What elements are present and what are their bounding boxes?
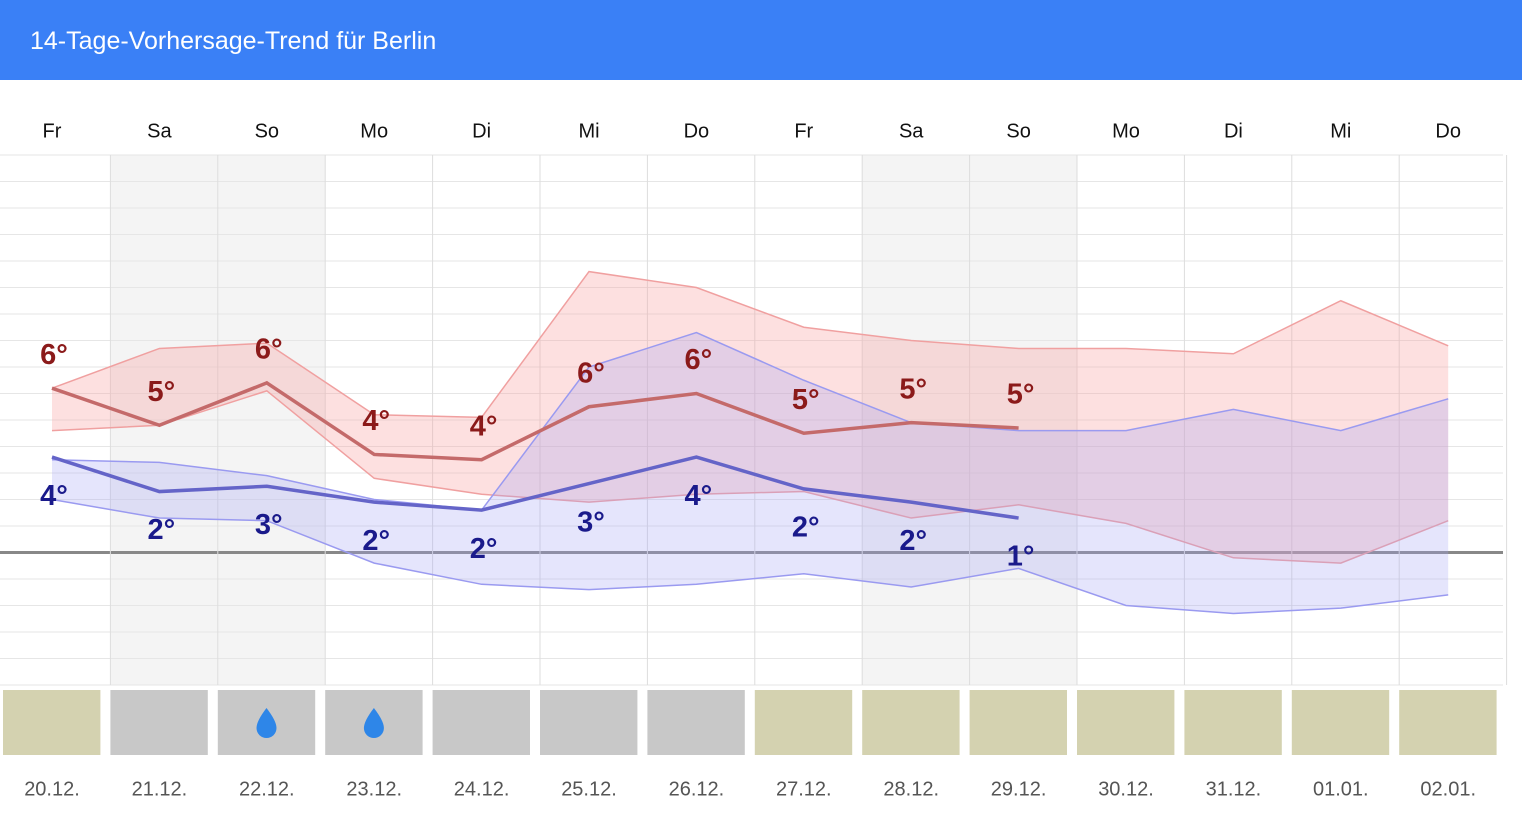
weather-tile bbox=[647, 690, 745, 755]
weekday-label: Di bbox=[1224, 120, 1243, 142]
weekday-label: Mo bbox=[1112, 120, 1140, 142]
temp-label: 4° bbox=[362, 405, 390, 437]
weather-tile bbox=[1077, 690, 1175, 755]
range-upper bbox=[51, 331, 1449, 511]
temp-label: 4° bbox=[470, 410, 498, 442]
weekday-label: Mo bbox=[360, 120, 388, 142]
weekday-label: Di bbox=[472, 120, 491, 142]
temp-line bbox=[51, 455, 1019, 520]
weekday-label: Mi bbox=[1330, 120, 1351, 142]
weekday-label: So bbox=[255, 120, 279, 142]
date-label: 28.12. bbox=[883, 778, 939, 800]
rain-drop bbox=[256, 708, 277, 738]
temp-label: 2° bbox=[899, 525, 927, 557]
temp-line bbox=[51, 380, 1019, 462]
range-lower bbox=[51, 498, 1449, 615]
temp-label: 6° bbox=[255, 334, 283, 366]
range-lower bbox=[51, 390, 1449, 564]
temp-label: 2° bbox=[148, 514, 176, 546]
range-band bbox=[52, 271, 1449, 564]
weather-tile bbox=[432, 690, 530, 755]
date-label: 02.01. bbox=[1420, 778, 1476, 800]
rain-drop bbox=[363, 708, 384, 738]
date-label: 26.12. bbox=[669, 778, 725, 800]
temp-label: 6° bbox=[577, 357, 605, 389]
temp-label: 2° bbox=[362, 525, 390, 557]
weather-tile bbox=[1184, 690, 1282, 755]
weekday-label: Sa bbox=[899, 120, 924, 142]
weekday-label: Fr bbox=[794, 120, 813, 142]
chart: Fr 20.12. Sa 21.12. So 22.12. Mo 23.12. Di 24.12.… bbox=[0, 120, 1508, 800]
date-label: 24.12. bbox=[454, 778, 510, 800]
temp-label: 3° bbox=[577, 506, 605, 538]
weekday-label: So bbox=[1006, 120, 1030, 142]
weather-tile bbox=[862, 690, 960, 755]
temp-label: 4° bbox=[685, 480, 713, 512]
temp-label: 1° bbox=[1007, 541, 1035, 573]
temp-label: 6° bbox=[40, 339, 68, 371]
range-upper bbox=[51, 270, 1449, 419]
weekday-label: Mi bbox=[578, 120, 599, 142]
weather-tile bbox=[540, 690, 638, 755]
weather-tile bbox=[110, 690, 208, 755]
temp-label: 4° bbox=[40, 480, 68, 512]
date-label: 21.12. bbox=[132, 778, 188, 800]
temp-label: 5° bbox=[148, 376, 176, 408]
temp-label: 5° bbox=[899, 373, 927, 405]
header-title: 14-Tage-Vorhersage-Trend für Berlin bbox=[0, 0, 1522, 80]
weekday-label: Sa bbox=[147, 120, 172, 142]
temp-label: 6° bbox=[685, 344, 713, 376]
temp-label: 2° bbox=[792, 512, 820, 544]
weekday-label: Do bbox=[1435, 120, 1461, 142]
date-label: 30.12. bbox=[1098, 778, 1154, 800]
date-label: 31.12. bbox=[1206, 778, 1262, 800]
weather-tile bbox=[1399, 690, 1497, 755]
weather-tile bbox=[754, 690, 853, 755]
weekday-label: Do bbox=[684, 120, 710, 142]
weather-tile bbox=[3, 690, 101, 755]
date-label: 29.12. bbox=[991, 778, 1047, 800]
weather-tile bbox=[1291, 690, 1390, 755]
date-label: 27.12. bbox=[776, 778, 832, 800]
date-label: 22.12. bbox=[239, 778, 295, 800]
weather-tile bbox=[969, 690, 1067, 755]
date-label: 23.12. bbox=[346, 778, 402, 800]
date-label: 01.01. bbox=[1313, 778, 1369, 800]
date-label: 25.12. bbox=[561, 778, 617, 800]
temp-label: 5° bbox=[1007, 379, 1035, 411]
date-label: 20.12. bbox=[24, 778, 80, 800]
temp-label: 3° bbox=[255, 509, 283, 541]
temp-label: 2° bbox=[470, 533, 498, 565]
temp-label: 5° bbox=[792, 384, 820, 416]
weekday-label: Fr bbox=[43, 120, 62, 142]
